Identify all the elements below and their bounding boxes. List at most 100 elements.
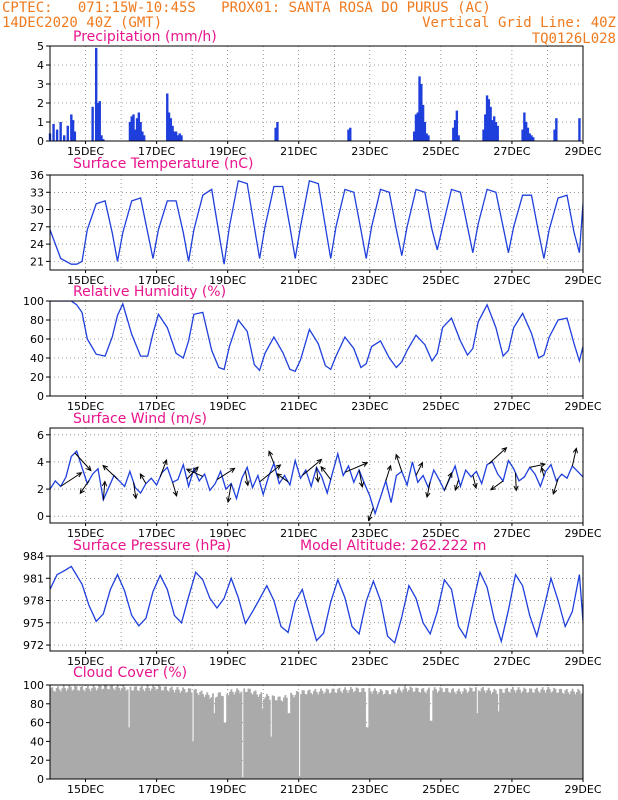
cloud-bar xyxy=(258,694,261,779)
wind-arrow-head xyxy=(268,450,274,457)
wind-arrow-head xyxy=(275,464,282,470)
cloud-bar xyxy=(445,688,447,779)
cloud-bar xyxy=(389,694,392,779)
y-tick-label: 2 xyxy=(37,483,44,496)
x-tick-label: 17DEC xyxy=(138,527,175,540)
cloud-bar xyxy=(322,693,325,779)
cloud-bar xyxy=(86,685,89,779)
wind-arrow xyxy=(102,481,106,500)
cloud-bar xyxy=(489,690,492,779)
cloud-bar xyxy=(457,688,460,779)
x-tick-label: 23DEC xyxy=(351,400,388,413)
cloud-bar xyxy=(570,691,573,779)
cloud-bar xyxy=(59,691,62,779)
cloud-bar xyxy=(521,691,524,779)
cloud-bar xyxy=(395,693,398,779)
wind-arrow-head xyxy=(315,476,321,483)
cloud-bar xyxy=(210,697,213,779)
cloud-bar xyxy=(376,694,379,779)
wind-arrow-head xyxy=(418,461,423,468)
cloud-bar xyxy=(160,690,163,779)
cloud-bar xyxy=(68,685,71,779)
cloud-bar xyxy=(575,692,578,779)
y-tick-label: 33 xyxy=(30,186,44,199)
cloud-bar xyxy=(183,689,186,779)
wind-arrow xyxy=(490,480,504,491)
precip-bar xyxy=(496,125,499,141)
cloud-bar xyxy=(510,689,513,779)
cloud-bar xyxy=(109,685,112,779)
cloud-bar xyxy=(382,694,385,779)
wind-arrow-head xyxy=(229,467,236,473)
cloud-bar xyxy=(257,696,260,779)
precip-bar xyxy=(132,114,135,141)
cloud-bar xyxy=(347,692,349,779)
cloud-bar xyxy=(334,692,337,779)
cloud-bar xyxy=(101,689,103,779)
precip-bar xyxy=(180,135,183,141)
cloud-bar xyxy=(312,691,315,779)
cloud-bar xyxy=(214,697,217,779)
cloud-bar xyxy=(560,688,563,779)
cloud-bar xyxy=(275,700,278,779)
cloud-bar xyxy=(72,689,75,779)
cloud-bar xyxy=(113,690,116,779)
cloud-bar xyxy=(435,689,438,779)
precip-bar xyxy=(178,133,181,141)
cloud-bar xyxy=(212,693,214,779)
y-tick-label: 20 xyxy=(30,754,44,767)
cloud-bar xyxy=(517,687,520,779)
cloud-bar xyxy=(351,688,354,779)
cloud-bar xyxy=(203,697,206,779)
x-tick-label: 25DEC xyxy=(422,145,459,158)
cloud-bar xyxy=(241,777,244,779)
cloud-bar xyxy=(474,687,477,779)
cloud-bar xyxy=(261,708,264,779)
cloud-bar xyxy=(273,696,275,779)
cloud-bar xyxy=(416,687,419,779)
wind-arrow-head xyxy=(425,492,431,499)
cloud-bar xyxy=(425,693,428,779)
x-tick-label: 17DEC xyxy=(138,655,175,668)
x-tick-label: 27DEC xyxy=(493,274,530,287)
y-tick-label: 0 xyxy=(37,773,44,786)
cloud-bar xyxy=(359,692,362,779)
x-tick-label: 19DEC xyxy=(209,145,246,158)
cloud-bar xyxy=(223,722,226,779)
cloud-bar xyxy=(190,692,193,779)
cloud-bar xyxy=(429,720,432,779)
cloud-bar xyxy=(335,692,338,779)
cloud-bar xyxy=(226,693,229,779)
cloud-bar xyxy=(247,688,250,779)
precip-bar xyxy=(66,125,69,141)
cloud-bar xyxy=(123,687,126,779)
cloud-bar xyxy=(250,693,253,779)
wind-arrow-head xyxy=(320,465,326,472)
cloud-bar xyxy=(202,694,204,779)
precip-bar xyxy=(491,120,494,141)
y-tick-label: 36 xyxy=(30,169,44,182)
precip-bar xyxy=(418,76,421,141)
wind-arrow xyxy=(571,448,577,467)
cloud-bar xyxy=(166,690,169,779)
precip-bar xyxy=(484,114,487,141)
cloud-bar xyxy=(213,713,216,779)
cloud-bar xyxy=(486,690,489,779)
x-tick-label: 15DEC xyxy=(67,400,104,413)
cloud-bar xyxy=(479,691,482,779)
precip-bar xyxy=(427,135,430,141)
wind-arrow-head xyxy=(540,466,546,473)
cloud-bar xyxy=(290,692,293,779)
x-tick-label: 29DEC xyxy=(564,527,601,540)
cloud-bar xyxy=(315,691,318,779)
cloud-bar xyxy=(307,690,310,779)
cloud-bar xyxy=(408,689,410,779)
panel-title: Surface Pressure (hPa) xyxy=(73,538,231,554)
precip-bar xyxy=(174,131,178,141)
y-tick-label: 3 xyxy=(37,78,44,91)
cloud-bar xyxy=(298,776,301,779)
cloud-bar xyxy=(169,688,172,779)
cloud-bar xyxy=(89,691,92,779)
cloud-bar xyxy=(536,687,538,779)
cloud-bar xyxy=(467,691,470,779)
